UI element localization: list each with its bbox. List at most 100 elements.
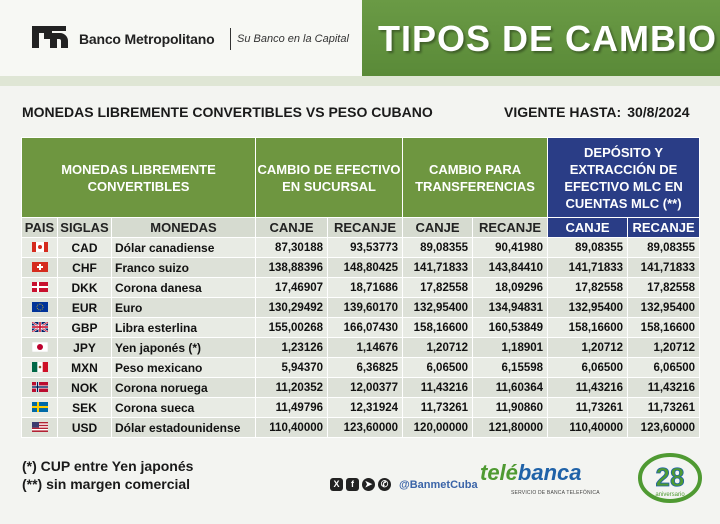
mlc-canje: 17,82558 — [547, 277, 629, 298]
table-row: DKK Corona danesa 17,46907 18,71686 17,82558… — [21, 277, 701, 298]
col-header-tr-canje: CANJE — [402, 217, 474, 238]
norway-flag-icon — [31, 382, 48, 394]
currency-code: CHF — [57, 257, 112, 278]
cash-recanje: 93,53773 — [327, 237, 404, 258]
flag — [21, 317, 58, 338]
social-icons: X f ➤ ✆ — [330, 478, 391, 491]
currency-name: Yen japonés (*) — [110, 337, 257, 358]
cash-recanje: 148,80425 — [327, 257, 404, 278]
group-header-transfers: CAMBIO PARA TRANSFERENCIAS — [402, 137, 549, 218]
telebanca-subtitle: SERVICIO DE BANCA TELEFÓNICA — [511, 490, 600, 496]
whatsapp-icon[interactable]: ✆ — [378, 478, 391, 491]
cash-recanje: 166,07430 — [327, 317, 404, 338]
currency-name: Libra esterlina — [110, 317, 257, 338]
uk-flag-icon — [31, 322, 48, 334]
currency-name: Dólar estadounidense — [110, 417, 257, 438]
transfer-canje: 11,73261 — [402, 397, 474, 418]
currency-name: Corona danesa — [110, 277, 257, 298]
mlc-canje: 11,73261 — [547, 397, 629, 418]
currency-code: GBP — [57, 317, 112, 338]
x-icon[interactable]: X — [330, 478, 343, 491]
transfer-recanje: 160,53849 — [472, 317, 549, 338]
currency-code: DKK — [57, 277, 112, 298]
telebanca-logo: telébanca — [480, 460, 582, 486]
transfer-canje: 120,00000 — [402, 417, 474, 438]
transfer-recanje: 134,94831 — [472, 297, 549, 318]
mlc-canje: 141,71833 — [547, 257, 629, 278]
group-header-currencies: MONEDAS LIBREMENTE CONVERTIBLES — [20, 137, 257, 218]
page-title: TIPOS DE CAMBIO — [378, 18, 718, 59]
cash-canje: 87,30188 — [255, 237, 329, 258]
cash-recanje: 18,71686 — [327, 277, 404, 298]
mexico-flag-icon — [31, 362, 48, 374]
telebanca-part2: banca — [517, 460, 582, 485]
transfer-canje: 6,06500 — [402, 357, 474, 378]
cash-recanje: 139,60170 — [327, 297, 404, 318]
flag — [21, 237, 58, 258]
col-header-monedas: MONEDAS — [110, 217, 257, 238]
mlc-canje: 11,43216 — [547, 377, 629, 398]
cash-canje: 11,20352 — [255, 377, 329, 398]
currency-code: SEK — [57, 397, 112, 418]
col-header-cash-canje: CANJE — [255, 217, 329, 238]
flag — [21, 417, 58, 438]
flag — [21, 257, 58, 278]
flag — [21, 397, 58, 418]
exchange-rate-table: MONEDAS LIBREMENTE CONVERTIBLES CAMBIO D… — [20, 137, 701, 438]
badge-number: 28 — [656, 462, 685, 492]
japan-flag-icon — [31, 342, 48, 354]
telebanca-part1: telé — [480, 460, 518, 485]
transfer-recanje: 11,60364 — [472, 377, 549, 398]
flag — [21, 297, 58, 318]
mlc-recanje: 11,43216 — [627, 377, 701, 398]
col-header-tr-recanje: RECANJE — [472, 217, 549, 238]
transfer-recanje: 121,80000 — [472, 417, 549, 438]
cash-recanje: 12,31924 — [327, 397, 404, 418]
table-row: NOK Corona noruega 11,20352 12,00377 11,4321… — [21, 377, 701, 398]
cash-canje: 1,23126 — [255, 337, 329, 358]
cash-recanje: 123,60000 — [327, 417, 404, 438]
switzerland-flag-icon — [31, 262, 48, 274]
footnote-yen: (*) CUP entre Yen japonés — [22, 458, 194, 474]
flag — [21, 357, 58, 378]
col-header-siglas: SIGLAS — [57, 217, 112, 238]
flag — [21, 277, 58, 298]
mlc-canje: 89,08355 — [547, 237, 629, 258]
mlc-recanje: 6,06500 — [627, 357, 701, 378]
transfer-recanje: 143,84410 — [472, 257, 549, 278]
transfer-canje: 1,20712 — [402, 337, 474, 358]
subtitle: MONEDAS LIBREMENTE CONVERTIBLES VS PESO … — [22, 104, 433, 120]
table-row: GBP Libra esterlina 155,00268 166,07430 158,… — [21, 317, 701, 338]
mlc-recanje: 132,95400 — [627, 297, 701, 318]
table-row: JPY Yen japonés (*) 1,23126 1,14676 1,20712 1… — [21, 337, 701, 358]
anniversary-badge-icon: 28 aniversario — [638, 453, 702, 503]
validity: VIGENTE HASTA: 30/8/2024 — [504, 104, 690, 120]
mlc-recanje: 1,20712 — [627, 337, 701, 358]
table-row: USD Dólar estadounidense 110,40000 123,6000… — [21, 417, 701, 438]
cash-recanje: 1,14676 — [327, 337, 404, 358]
mlc-canje: 132,95400 — [547, 297, 629, 318]
col-header-mlc-recanje: RECANJE — [627, 217, 701, 238]
telegram-icon[interactable]: ➤ — [362, 478, 375, 491]
mlc-canje: 6,06500 — [547, 357, 629, 378]
usa-flag-icon — [31, 422, 48, 434]
currency-code: CAD — [57, 237, 112, 258]
transfer-canje: 17,82558 — [402, 277, 474, 298]
transfer-recanje: 1,18901 — [472, 337, 549, 358]
group-header-mlc: DEPÓSITO Y EXTRACCIÓN DE EFECTIVO MLC EN… — [547, 137, 701, 218]
social-handle[interactable]: @BanmetCuba — [399, 479, 478, 491]
currency-name: Dólar canadiense — [110, 237, 257, 258]
facebook-icon[interactable]: f — [346, 478, 359, 491]
currency-name: Franco suizo — [110, 257, 257, 278]
currency-name: Peso mexicano — [110, 357, 257, 378]
mlc-recanje: 17,82558 — [627, 277, 701, 298]
transfer-recanje: 11,90860 — [472, 397, 549, 418]
flag — [21, 377, 58, 398]
col-header-pais: PAIS — [21, 217, 58, 238]
currency-name: Euro — [110, 297, 257, 318]
validity-label: VIGENTE HASTA: — [504, 104, 622, 120]
mlc-recanje: 141,71833 — [627, 257, 701, 278]
cash-recanje: 6,36825 — [327, 357, 404, 378]
table-row: EUR Euro 130,29492 139,60170 132,95400 134,94… — [21, 297, 701, 318]
mlc-recanje: 158,16600 — [627, 317, 701, 338]
